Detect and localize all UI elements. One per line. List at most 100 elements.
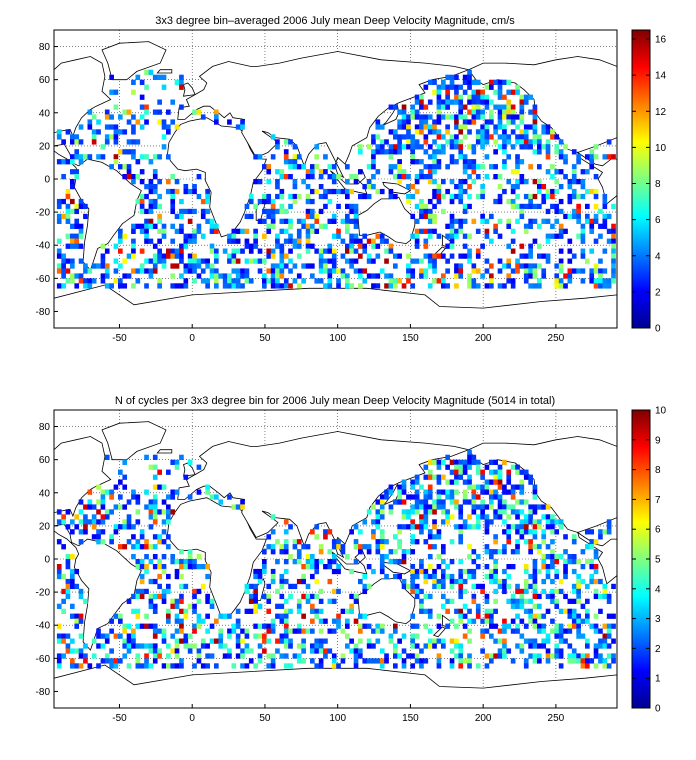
- velocity-bin-cell: [484, 268, 490, 274]
- velocity-bin-cell: [366, 253, 372, 259]
- cycles-bin-cell: [379, 514, 385, 520]
- cycles-bin-cell: [401, 583, 407, 590]
- cycles-bin-cell: [576, 583, 581, 590]
- velocity-bin-cell: [458, 104, 464, 110]
- velocity-bin-cell: [436, 129, 442, 135]
- velocity-bin-cell: [166, 154, 171, 160]
- cycles-bin-cell: [436, 658, 442, 664]
- cycles-bin-cell: [109, 618, 114, 624]
- cycles-bin-cell: [502, 549, 507, 555]
- cycles-bin-cell: [266, 653, 272, 659]
- cycles-bin-cell: [489, 479, 494, 485]
- cycles-bin-cell: [585, 638, 590, 644]
- velocity-bin-cell: [340, 188, 346, 195]
- velocity-bin-cell: [157, 154, 162, 160]
- velocity-bin-cell: [467, 159, 472, 165]
- velocity-bin-cell: [489, 99, 494, 105]
- cycles-bin-cell: [427, 529, 433, 535]
- cycles-bin-cell: [384, 554, 389, 560]
- cycles-bin-cell: [419, 568, 424, 575]
- cycles-bin-cell: [118, 633, 123, 639]
- velocity-bin-cell: [510, 119, 516, 125]
- velocity-bin-cell: [78, 273, 84, 279]
- cycles-bin-cell: [515, 509, 520, 515]
- cycles-bin-cell: [489, 618, 494, 624]
- cycles-bin-cell: [144, 489, 149, 495]
- velocity-bin-cell: [493, 104, 498, 110]
- velocity-bin-cell: [296, 238, 302, 244]
- cycles-bin-cell: [336, 568, 341, 575]
- velocity-bin-cell: [353, 174, 359, 180]
- cycles-bin-cell: [187, 648, 193, 654]
- velocity-bin-cell: [576, 159, 581, 165]
- cycles-bin-cell: [545, 658, 551, 664]
- cycles-bin-cell: [100, 539, 106, 545]
- cycles-bin-cell: [318, 643, 324, 649]
- velocity-bin-cell: [567, 258, 573, 264]
- velocity-bin-cell: [510, 228, 516, 234]
- velocity-x-tick-label: 150: [402, 333, 419, 344]
- velocity-bin-cell: [296, 164, 302, 170]
- cycles-bin-cell: [91, 653, 97, 659]
- velocity-bin-cell: [580, 238, 586, 244]
- velocity-bin-cell: [65, 233, 71, 239]
- velocity-bin-cell: [506, 104, 512, 110]
- velocity-bin-cell: [113, 154, 119, 160]
- cycles-bin-cell: [253, 623, 258, 629]
- cycles-bin-cell: [301, 613, 306, 619]
- velocity-bin-cell: [248, 193, 254, 200]
- velocity-bin-cell: [467, 184, 472, 190]
- velocity-bin-cell: [70, 263, 75, 269]
- velocity-bin-cell: [83, 154, 88, 160]
- velocity-bin-cell: [257, 154, 263, 160]
- velocity-bin-cell: [83, 203, 88, 210]
- cycles-bin-cell: [441, 593, 446, 600]
- velocity-bin-cell: [131, 268, 136, 274]
- cycles-bin-cell: [406, 583, 411, 590]
- cycles-bin-cell: [593, 568, 599, 575]
- velocity-bin-cell: [480, 99, 485, 105]
- velocity-bin-cell: [200, 233, 206, 239]
- cycles-bin-cell: [283, 544, 289, 550]
- cycles-bin-cell: [174, 638, 180, 644]
- cycles-bin-cell: [100, 529, 106, 535]
- cycles-bin-cell: [523, 658, 529, 664]
- velocity-bin-cell: [598, 223, 603, 229]
- cycles-bin-cell: [419, 658, 424, 664]
- velocity-bin-cell: [497, 114, 503, 120]
- velocity-bin-cell: [441, 273, 446, 279]
- cycles-bin-cell: [458, 559, 464, 565]
- cycles-bin-cell: [157, 573, 162, 580]
- velocity-bin-cell: [366, 184, 372, 190]
- velocity-bin-cell: [275, 169, 280, 175]
- velocity-bin-cell: [152, 243, 158, 249]
- velocity-bin-cell: [240, 273, 245, 279]
- velocity-bin-cell: [497, 283, 503, 289]
- cycles-bin-cell: [310, 618, 315, 624]
- cycles-bin-cell: [484, 464, 490, 470]
- velocity-bin-cell: [436, 184, 442, 190]
- cycles-landmass: [357, 576, 416, 625]
- velocity-bin-cell: [231, 238, 237, 244]
- cycles-bin-cell: [192, 663, 197, 669]
- velocity-bin-cell: [606, 278, 612, 284]
- velocity-bin-cell: [310, 273, 315, 279]
- cycles-bin-cell: [502, 544, 507, 550]
- cycles-bin-cell: [301, 544, 306, 550]
- cycles-bin-cell: [393, 653, 398, 659]
- cycles-bin-cell: [558, 663, 564, 669]
- velocity-bin-cell: [406, 124, 411, 130]
- velocity-x-tick-label: 50: [259, 333, 271, 344]
- cycles-bin-cell: [489, 623, 494, 629]
- cycles-bin-cell: [196, 623, 202, 629]
- cycles-bin-cell: [550, 593, 555, 600]
- cycles-bin-cell: [414, 479, 420, 485]
- cycles-bin-cell: [148, 643, 154, 649]
- velocity-bin-cell: [550, 203, 555, 210]
- velocity-bin-cell: [480, 129, 485, 135]
- velocity-bin-cell: [113, 258, 119, 264]
- cycles-bin-cell: [96, 534, 101, 540]
- velocity-bin-cell: [458, 268, 464, 274]
- velocity-bin-cell: [484, 94, 490, 100]
- cycles-bin-cell: [122, 484, 128, 490]
